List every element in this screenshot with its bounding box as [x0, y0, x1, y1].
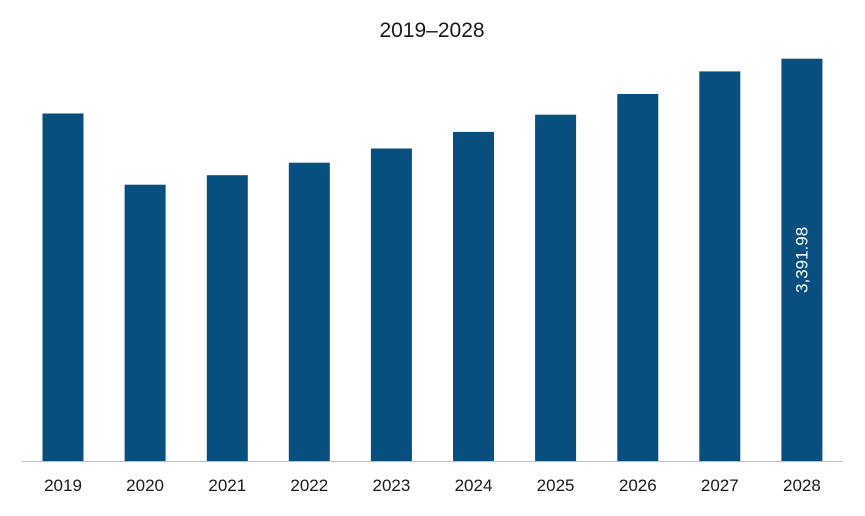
bar-2020	[124, 184, 166, 461]
bars-group: 3,391.98	[42, 58, 823, 462]
bar-2024	[453, 131, 494, 461]
x-tick-label-2023: 2023	[372, 476, 410, 495]
x-tick-label-2028: 2028	[783, 476, 821, 495]
x-tick-label-2024: 2024	[455, 476, 493, 495]
x-tick-label-2021: 2021	[208, 476, 246, 495]
bar-2023	[370, 148, 412, 461]
x-tick-label-2025: 2025	[537, 476, 575, 495]
data-label-2028: 3,391.98	[792, 227, 811, 293]
x-axis-ticks: 2019 2020 2021 2022 2023 2024 2025 2026 2027 2028	[44, 476, 821, 495]
bar-2025	[535, 114, 577, 461]
x-tick-label-2019: 2019	[44, 476, 82, 495]
x-tick-label-2027: 2027	[701, 476, 739, 495]
bar-2022	[288, 162, 330, 461]
chart-title: 2019–2028	[379, 19, 484, 42]
x-tick-label-2020: 2020	[126, 476, 164, 495]
bar-2028	[781, 58, 823, 461]
bar-2026	[617, 94, 659, 461]
x-tick-label-2026: 2026	[619, 476, 657, 495]
x-tick-label-2022: 2022	[290, 476, 328, 495]
bar-2019	[42, 113, 84, 461]
bar-2027	[699, 71, 741, 462]
bar-2021	[206, 175, 248, 461]
